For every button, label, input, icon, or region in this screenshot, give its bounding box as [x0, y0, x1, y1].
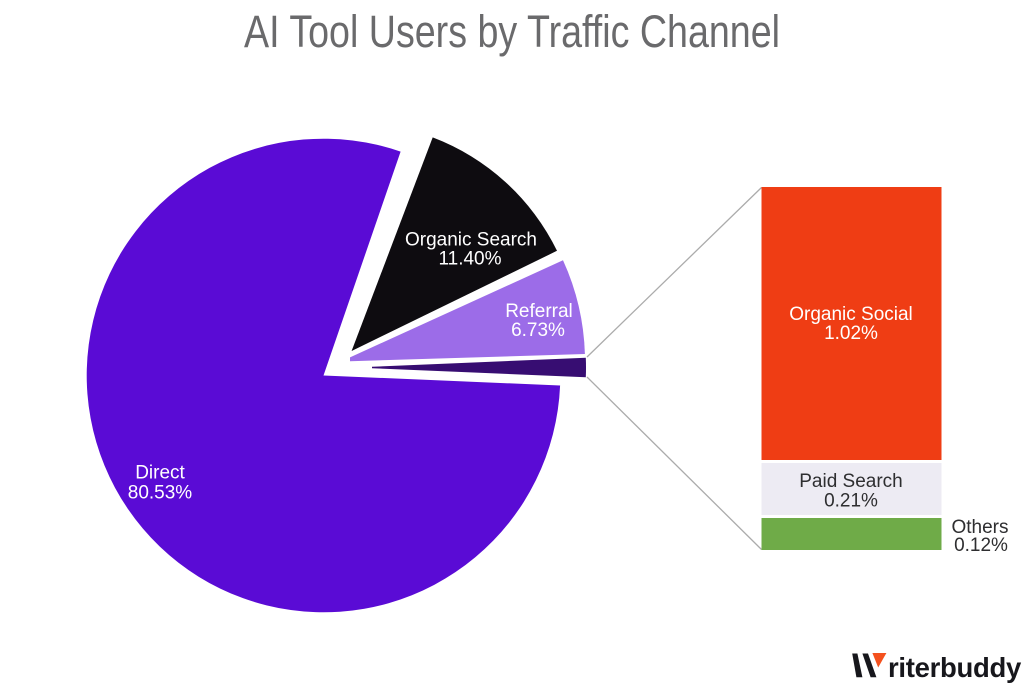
svg-text:80.53%: 80.53%	[128, 483, 193, 504]
svg-text:6.73%: 6.73%	[511, 320, 565, 341]
svg-text:Paid Search: Paid Search	[799, 471, 903, 492]
svg-text:1.02%: 1.02%	[824, 323, 878, 344]
svg-text:AI Tool Users by Traffic Chann: AI Tool Users by Traffic Channel	[244, 6, 780, 57]
svg-text:11.40%: 11.40%	[438, 249, 501, 270]
svg-text:Others: Others	[951, 517, 1008, 538]
svg-text:0.21%: 0.21%	[824, 491, 878, 512]
svg-text:riterbuddy: riterbuddy	[888, 652, 1022, 683]
svg-text:Organic Search: Organic Search	[405, 230, 537, 251]
svg-text:Direct: Direct	[135, 463, 185, 484]
svg-text:Referral: Referral	[505, 301, 573, 322]
svg-text:0.12%: 0.12%	[954, 535, 1008, 556]
svg-text:Organic Social: Organic Social	[789, 304, 913, 325]
